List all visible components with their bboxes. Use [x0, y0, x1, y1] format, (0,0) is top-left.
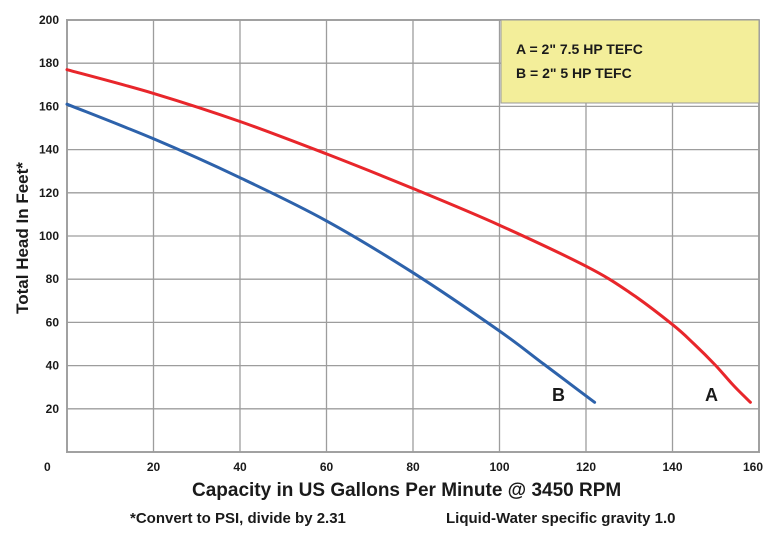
legend-background — [500, 19, 760, 104]
y-tick-label: 80 — [46, 272, 60, 286]
y-tick-label: 180 — [39, 56, 59, 70]
x-tick-labels: 0 20 40 60 80 100 120 140 160 — [44, 460, 763, 474]
y-tick-label: 200 — [39, 13, 59, 27]
curve-a — [65, 68, 752, 404]
y-axis-label: Total Head In Feet* — [13, 162, 32, 314]
curve-b — [65, 102, 597, 404]
psi-conversion-note: *Convert to PSI, divide by 2.31 — [130, 510, 346, 527]
x-tick-label: 20 — [147, 460, 161, 474]
x-tick-label: 40 — [233, 460, 247, 474]
legend-box: A = 2" 7.5 HP TEFC B = 2" 5 HP TEFC — [500, 19, 760, 104]
y-tick-label: 60 — [46, 315, 60, 329]
y-tick-label: 20 — [46, 402, 60, 416]
y-tick-labels: 20 40 60 80 100 120 140 160 180 200 — [39, 13, 59, 416]
specific-gravity-note: Liquid-Water specific gravity 1.0 — [446, 510, 676, 527]
x-tick-label: 0 — [44, 460, 51, 474]
x-axis-label: Capacity in US Gallons Per Minute @ 3450… — [192, 480, 621, 501]
x-tick-label: 120 — [576, 460, 596, 474]
y-tick-label: 120 — [39, 186, 59, 200]
y-tick-label: 140 — [39, 143, 59, 157]
x-tick-label: 140 — [662, 460, 682, 474]
x-tick-label: 160 — [743, 460, 763, 474]
y-tick-label: 100 — [39, 229, 59, 243]
legend-entry-b: B = 2" 5 HP TEFC — [516, 65, 632, 81]
x-tick-label: 100 — [489, 460, 509, 474]
y-tick-label: 40 — [46, 359, 60, 373]
y-tick-label: 160 — [39, 99, 59, 113]
legend-entry-a: A = 2" 7.5 HP TEFC — [516, 41, 643, 57]
curve-label-a: A — [705, 385, 718, 405]
x-tick-label: 80 — [406, 460, 420, 474]
performance-curves — [65, 68, 752, 404]
curve-label-b: B — [552, 385, 565, 405]
x-tick-label: 60 — [320, 460, 334, 474]
